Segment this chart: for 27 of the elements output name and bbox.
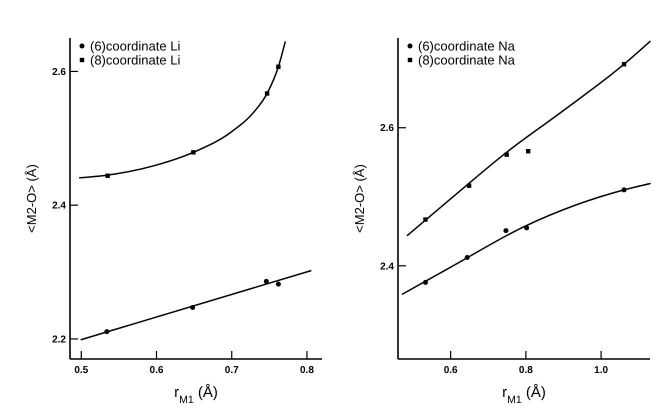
y-tick-label: 2.4 [52, 200, 66, 212]
y-axis-title: <M2-O> (Å) [352, 164, 367, 233]
y-axis-title: <M2-O> (Å) [24, 164, 39, 233]
y-tick-label: 2.4 [380, 261, 394, 272]
y-tick-label: 2.6 [52, 66, 66, 78]
x-tick-label: 0.7 [224, 365, 240, 376]
y-tick-label: 2.6 [380, 123, 394, 134]
point [264, 278, 269, 284]
point [276, 282, 281, 287]
x-tick-label: 0.5 [74, 365, 89, 376]
x-axis-title: r$_{M1}$ (Å) [502, 383, 546, 406]
x-tick-label: 0.8 [300, 365, 314, 376]
legend-label: (8)coordinate Li [90, 52, 180, 68]
point [526, 149, 530, 154]
line-series [406, 40, 651, 236]
x-tick-label: 1.0 [594, 365, 608, 376]
x-tick-label: 0.6 [150, 365, 164, 376]
x-tick-label: 0.8 [518, 365, 534, 376]
x-tick-label: 0.6 [444, 365, 458, 376]
legend-label: (8)coordinate Na [418, 52, 516, 68]
legend-label: (6)coordinate Li [90, 38, 180, 54]
y-tick-label: 2.2 [52, 334, 66, 346]
legend-label: (6)coordinate Na [418, 38, 516, 54]
line-series [402, 182, 651, 295]
point [503, 228, 508, 234]
x-axis-title: r$_{M1}$ (Å) [174, 383, 218, 406]
line-series [79, 41, 286, 179]
